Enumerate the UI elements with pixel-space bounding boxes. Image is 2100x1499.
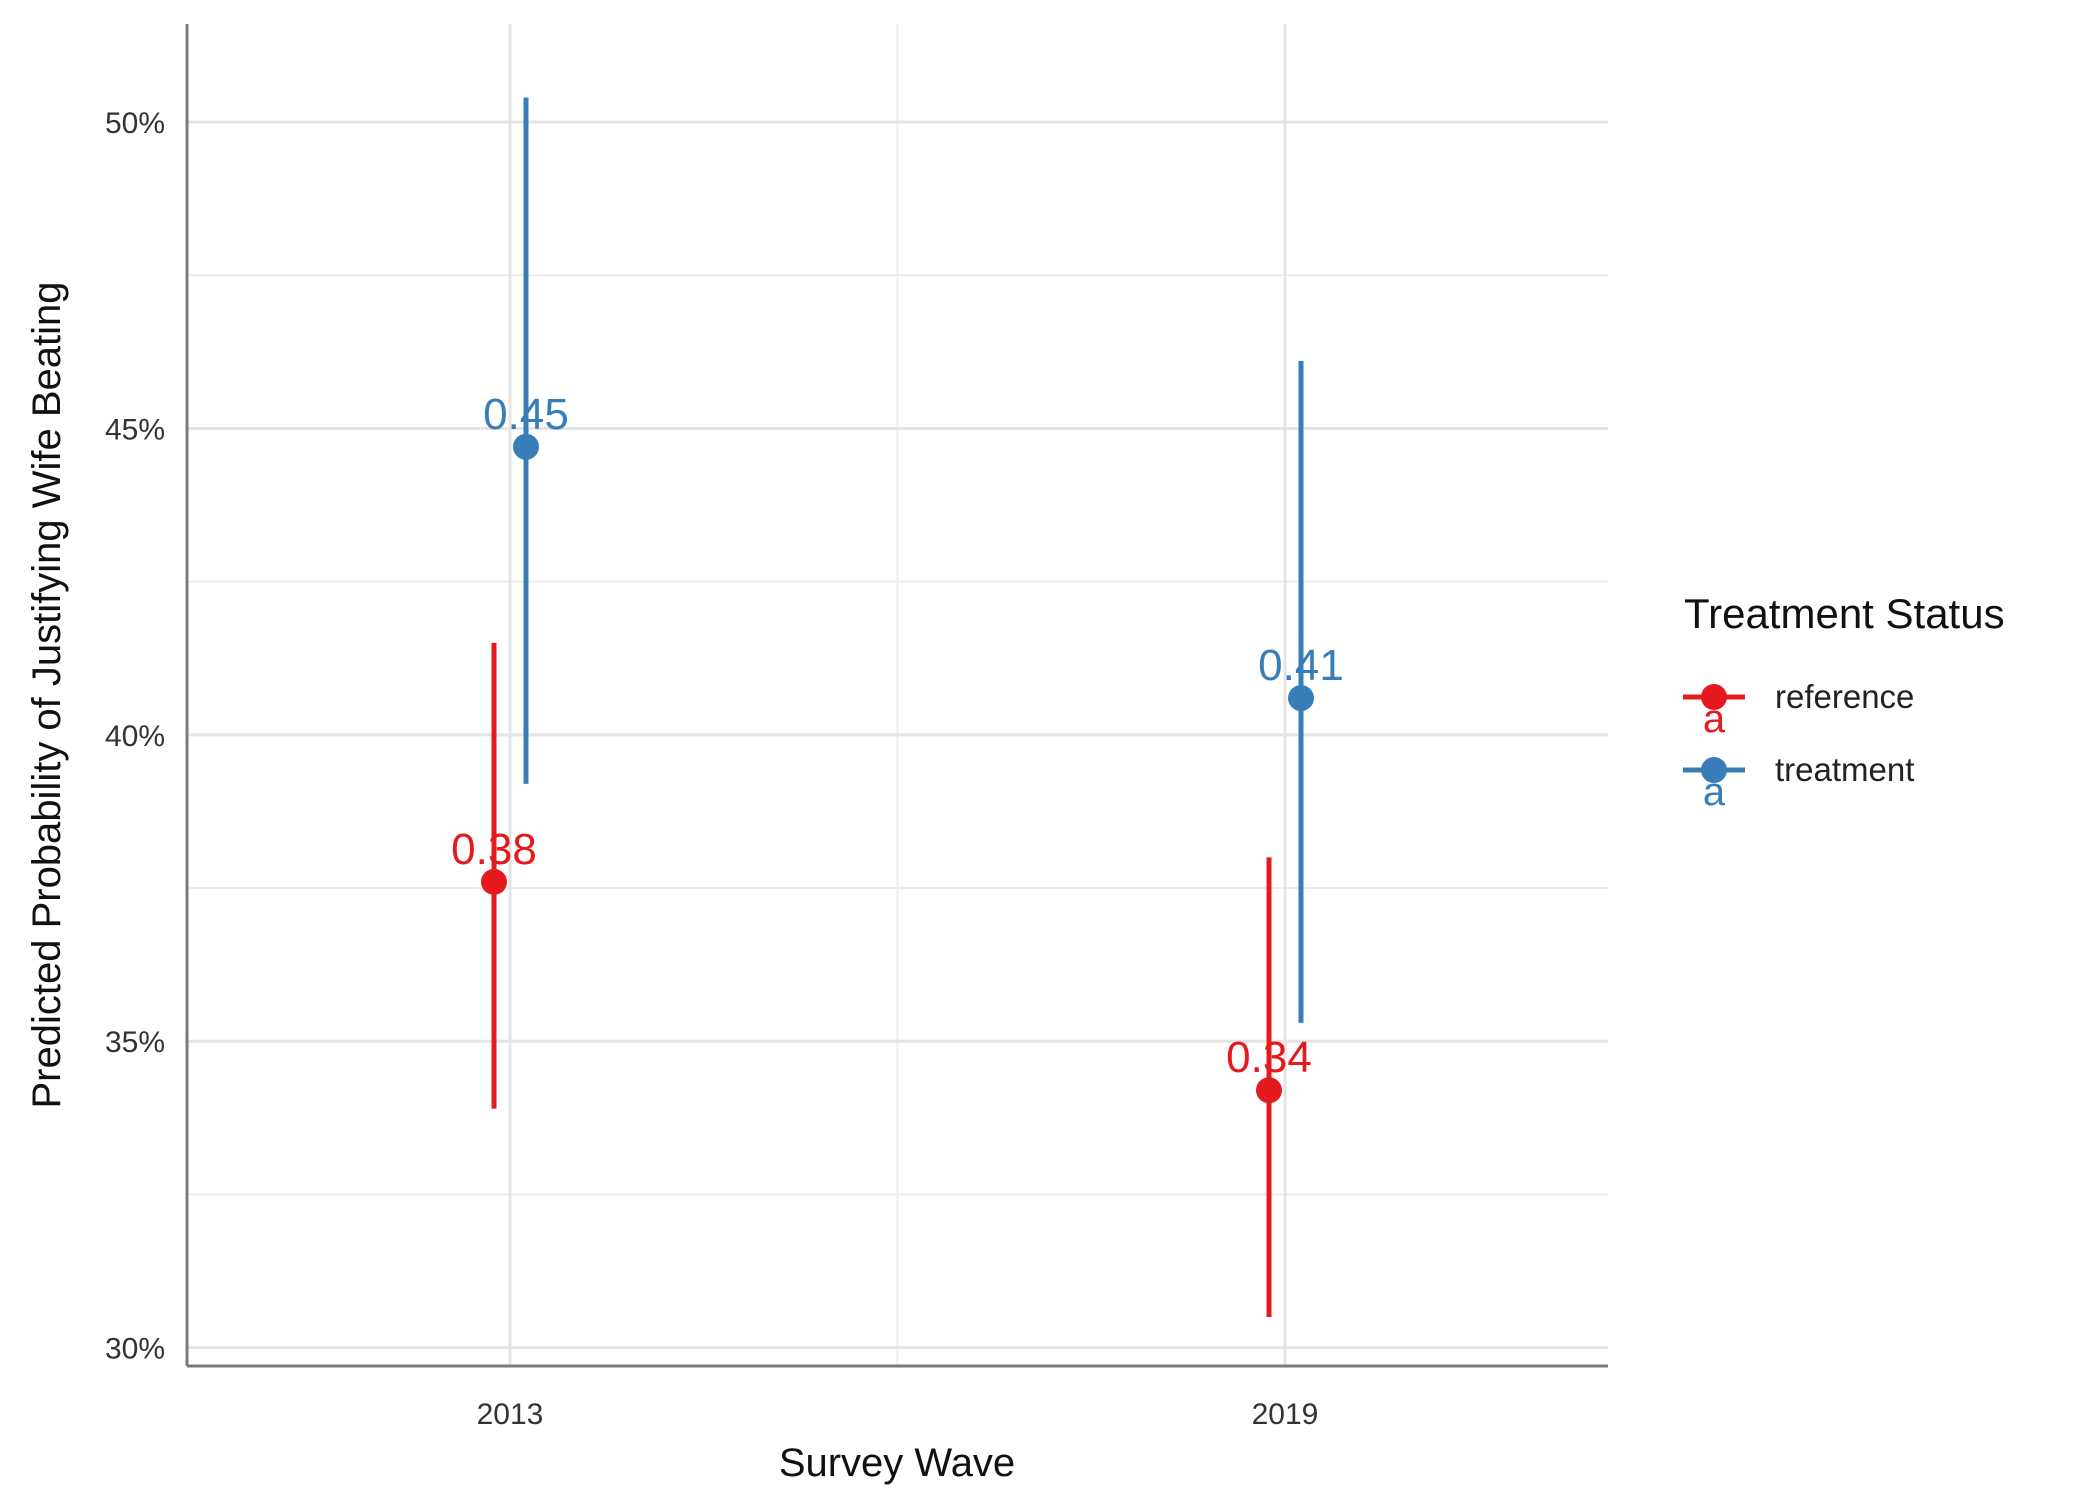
legend-label: treatment [1775,751,1914,788]
x-tick-labels: 2013 2019 [477,1398,1319,1431]
legend-key-glyph: a [1703,697,1726,741]
y-tick-label: 35% [105,1026,165,1059]
data-point [1256,1077,1282,1104]
data-marks [481,97,1314,1317]
legend-label: reference [1775,678,1914,715]
x-tick-label: 2013 [477,1398,544,1431]
major-gridlines [187,24,1608,1366]
y-axis-title: Predicted Probability of Justifying Wife… [25,281,69,1108]
legend-key-point [1701,684,1727,710]
x-axis-title: Survey Wave [779,1441,1015,1485]
x-tick-label: 2019 [1252,1398,1319,1431]
data-label: 0.38 [451,825,537,874]
data-label: 0.45 [483,390,569,439]
minor-gridlines [187,24,1608,1366]
legend: Treatment Status a reference a treatment [1683,590,2005,814]
data-point [481,868,507,895]
data-label: 0.41 [1258,641,1344,690]
y-tick-label: 30% [105,1333,165,1366]
y-tick-label: 40% [105,720,165,753]
data-labels: 0.38 0.34 0.45 0.41 [451,390,1344,1082]
y-tick-label: 45% [105,413,165,446]
legend-key-glyph: a [1703,770,1726,814]
data-point [1288,685,1314,712]
y-tick-label: 50% [105,107,165,140]
y-tick-labels: 30% 35% 40% 45% 50% [105,107,165,1366]
data-label: 0.34 [1226,1033,1312,1082]
legend-title: Treatment Status [1684,590,2005,637]
data-point [513,433,539,460]
legend-key-point [1701,757,1727,783]
